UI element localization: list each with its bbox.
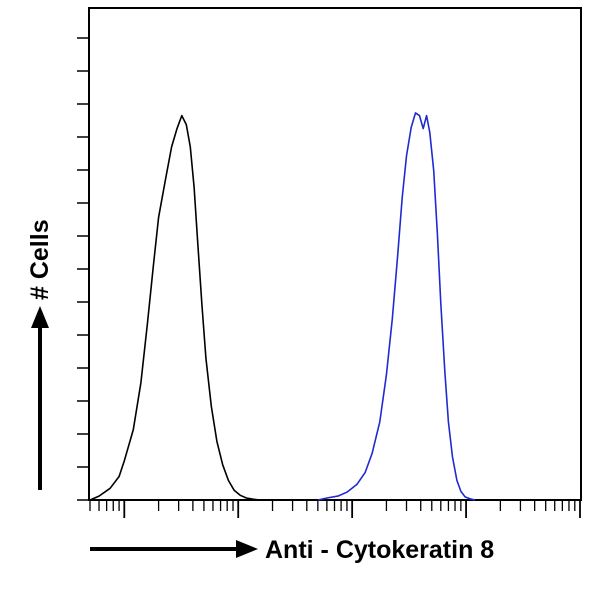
x-axis-ticks [89, 500, 581, 518]
y-axis-ticks [77, 37, 90, 501]
y-axis-label: # Cells [26, 219, 54, 300]
x-axis-label-group: Anti - Cytokeratin 8 [90, 536, 494, 564]
series-line-2 [317, 112, 476, 501]
series-layer [89, 112, 476, 501]
x-axis-arrow-head [236, 540, 258, 558]
y-axis-label-group: # Cells [26, 219, 54, 490]
x-axis-label: Anti - Cytokeratin 8 [265, 536, 494, 564]
y-axis-arrow-head [31, 306, 49, 328]
series-line-1 [89, 114, 260, 501]
plot-frame [88, 7, 582, 501]
